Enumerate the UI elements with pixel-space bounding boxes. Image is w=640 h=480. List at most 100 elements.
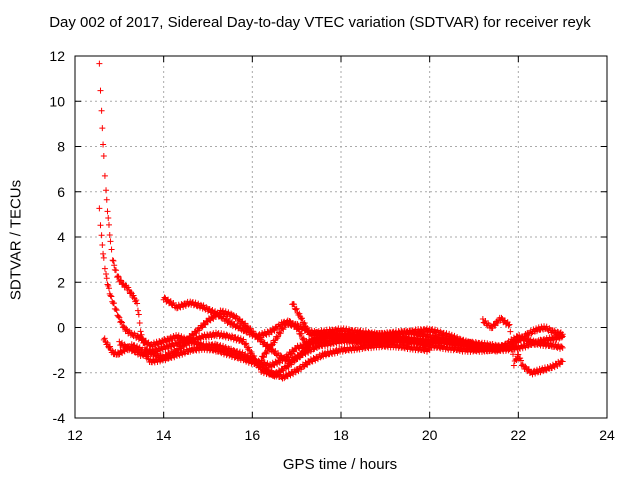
data-point [103, 275, 110, 282]
data-point [135, 311, 142, 318]
data-point [154, 359, 161, 366]
data-point [320, 353, 327, 360]
data-point [193, 330, 200, 337]
data-point [104, 281, 111, 288]
data-point [558, 343, 565, 350]
data-point [222, 315, 229, 322]
data-point [111, 262, 118, 269]
data-point [303, 361, 310, 368]
data-point [116, 314, 123, 321]
data-point [101, 172, 108, 179]
data-point [331, 350, 338, 357]
data-point [259, 353, 266, 360]
data-point [287, 351, 294, 358]
data-point [290, 348, 297, 355]
data-point [109, 347, 116, 354]
data-point [287, 372, 294, 379]
data-point [240, 336, 247, 343]
data-point [552, 341, 559, 348]
data-point [171, 354, 178, 361]
data-point [133, 297, 140, 304]
data-point [112, 306, 119, 313]
data-point [103, 187, 110, 194]
data-point [345, 326, 352, 333]
data-point [192, 299, 199, 306]
data-point [292, 369, 299, 376]
data-point [510, 351, 517, 358]
data-point [286, 318, 293, 325]
data-point [450, 339, 457, 346]
data-point [316, 330, 323, 337]
data-point [559, 344, 566, 351]
data-point [104, 339, 111, 346]
data-point [322, 343, 329, 350]
data-point [298, 315, 305, 322]
x-tick-label: 12 [67, 427, 83, 443]
data-point [292, 322, 299, 329]
data-point [443, 330, 450, 337]
x-tick-label: 14 [156, 427, 172, 443]
data-point [103, 271, 110, 278]
data-point [310, 338, 317, 345]
data-point [492, 322, 499, 329]
data-point [550, 337, 557, 344]
data-point [242, 341, 249, 348]
data-point [459, 340, 466, 347]
data-point [181, 338, 188, 345]
data-point [437, 328, 444, 335]
data-point [121, 348, 128, 355]
data-point [100, 153, 107, 160]
data-point [301, 349, 308, 356]
x-axis-label: GPS time / hours [282, 456, 398, 473]
data-point [301, 320, 308, 327]
data-point [507, 328, 514, 335]
data-point [280, 326, 287, 333]
data-point [519, 345, 526, 352]
data-point [173, 342, 180, 349]
data-point [304, 347, 311, 354]
data-point [525, 366, 532, 373]
data-point [127, 289, 134, 296]
data-point [101, 335, 108, 342]
data-point [144, 353, 151, 360]
x-tick-label: 24 [599, 427, 615, 443]
data-point [347, 335, 354, 342]
data-point [222, 308, 229, 315]
data-point [118, 277, 125, 284]
y-tick-label: 12 [49, 48, 65, 64]
data-point [107, 292, 114, 299]
data-point [317, 354, 324, 361]
data-point [291, 348, 298, 355]
y-tick-label: 8 [57, 139, 65, 155]
data-point [223, 331, 230, 338]
data-point [338, 334, 345, 341]
data-point [401, 334, 408, 341]
data-point [162, 346, 169, 353]
data-point [100, 141, 107, 148]
data-point [168, 336, 175, 343]
y-tick-label: 0 [57, 320, 65, 336]
y-tick-label: 4 [57, 229, 65, 245]
data-point [176, 352, 183, 359]
data-point [237, 335, 244, 342]
data-point [353, 330, 360, 337]
data-point [105, 215, 112, 222]
data-point [118, 318, 125, 325]
data-point [277, 352, 284, 359]
data-point [416, 338, 423, 345]
data-point [494, 319, 501, 326]
data-point [322, 352, 329, 359]
data-point [429, 332, 436, 339]
data-point [421, 339, 428, 346]
data-point [292, 306, 299, 313]
data-point [275, 333, 282, 340]
data-point [311, 332, 318, 339]
data-point [219, 347, 226, 354]
data-point [559, 331, 566, 338]
chart-title: Day 002 of 2017, Sidereal Day-to-day VTE… [49, 14, 591, 31]
data-point [517, 357, 524, 364]
data-point [274, 361, 281, 368]
data-point [263, 350, 270, 357]
data-point [298, 330, 305, 337]
data-point [506, 321, 513, 328]
